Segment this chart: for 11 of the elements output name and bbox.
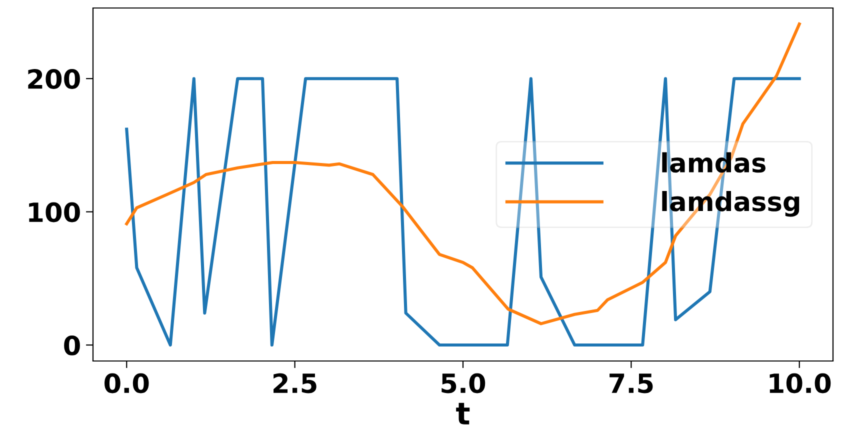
line-series [125,77,801,347]
x-tick-label: 2.5 [274,373,316,394]
x-tick-label: 0.0 [104,373,149,394]
line-series [125,22,801,326]
x-tick-label: 5.0 [442,373,486,394]
y-tick-label: 100 [29,202,80,222]
y-tick-label: 0 [64,335,80,356]
y-tick-label: 200 [28,69,80,89]
x-axis-title: t [456,402,470,424]
x-tick-label: 10.0 [770,373,831,394]
x-tick-label: 7.5 [610,374,653,394]
